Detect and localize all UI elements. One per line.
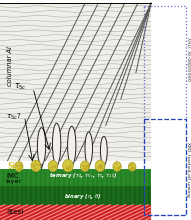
Circle shape: [95, 160, 105, 172]
Text: XRD: leached-off coating: XRD: leached-off coating: [186, 142, 190, 197]
Bar: [0, 205, 151, 220]
Bar: [0, 186, 151, 205]
Text: $\tau_{5c}$: $\tau_{5c}$: [14, 82, 27, 92]
Ellipse shape: [85, 132, 92, 165]
Circle shape: [48, 161, 57, 172]
Circle shape: [128, 162, 136, 171]
Ellipse shape: [53, 123, 61, 165]
Circle shape: [31, 160, 41, 172]
Ellipse shape: [100, 136, 107, 165]
Text: Steel: Steel: [6, 209, 24, 215]
Ellipse shape: [68, 126, 76, 165]
Text: ternary ($\tau_4$, $\tau_{5c}$, $\tau_5$, $\tau_{10}$): ternary ($\tau_4$, $\tau_{5c}$, $\tau_5$…: [49, 171, 117, 180]
Circle shape: [80, 161, 90, 172]
Ellipse shape: [37, 128, 46, 165]
Text: XRD: as-deposited: XRD: as-deposited: [186, 37, 191, 81]
Text: Si: Si: [7, 162, 15, 170]
Circle shape: [63, 160, 73, 172]
Text: IMC: IMC: [7, 173, 19, 179]
Text: binary ($\eta$, $\theta$): binary ($\eta$, $\theta$): [64, 192, 102, 201]
Circle shape: [113, 162, 121, 171]
Text: columnar Al: columnar Al: [7, 46, 13, 86]
Circle shape: [15, 162, 23, 171]
Text: layer: layer: [5, 179, 21, 184]
Text: $\tau_{5c}$?: $\tau_{5c}$?: [6, 112, 21, 122]
Bar: [0, 169, 151, 186]
Bar: [0, 3, 151, 161]
